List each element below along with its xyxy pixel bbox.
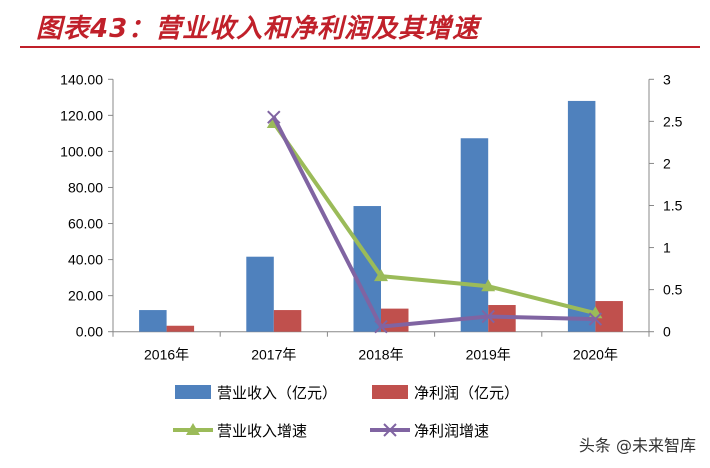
bar-revenue — [246, 256, 274, 332]
legend-triangle-icon — [186, 423, 200, 435]
left-tick-label: 20.00 — [68, 288, 103, 304]
left-tick-label: 0.00 — [76, 324, 103, 340]
x-tick-label: 2018年 — [358, 347, 403, 363]
legend-x-icon — [383, 423, 397, 437]
x-tick-label: 2017年 — [251, 347, 296, 363]
x-tick-label: 2020年 — [573, 347, 618, 363]
x-tick-label: 2016年 — [144, 347, 189, 363]
x-marker — [374, 319, 388, 334]
left-tick-label: 60.00 — [68, 216, 103, 232]
x-marker — [267, 110, 281, 124]
triangle-marker — [374, 269, 388, 282]
right-tick-label: 2.5 — [663, 113, 683, 129]
legend-label: 营业收入（亿元） — [217, 384, 337, 402]
left-tick-label: 120.00 — [60, 107, 103, 123]
left-tick-label: 140.00 — [60, 71, 103, 87]
title-divider — [20, 46, 700, 48]
legend-label: 营业收入增速 — [217, 422, 307, 440]
bar-revenue — [567, 100, 596, 332]
triangle-marker — [481, 279, 496, 292]
right-tick-label: 1.5 — [663, 198, 683, 214]
legend-swatch — [175, 385, 211, 399]
left-tick-label: 100.00 — [60, 143, 103, 159]
bar-revenue — [460, 138, 489, 332]
chart-title: 图表43：营业收入和净利润及其增速 — [36, 14, 480, 44]
line-x — [272, 116, 596, 329]
legend-label: 净利润（亿元） — [414, 384, 519, 402]
bar-net-profit — [166, 325, 195, 332]
watermark: 头条 @未来智库 — [578, 436, 696, 455]
legend-label: 净利润增速 — [414, 422, 489, 440]
right-tick-label: 1 — [663, 240, 671, 256]
right-tick-label: 2 — [663, 155, 671, 171]
x-tick-label: 2019年 — [466, 347, 511, 363]
right-tick-label: 3 — [663, 71, 671, 87]
left-tick-label: 80.00 — [68, 179, 103, 195]
right-tick-label: 0.5 — [663, 282, 683, 298]
legend-swatch — [372, 385, 408, 399]
bar-net-profit — [273, 310, 302, 332]
left-tick-label: 40.00 — [68, 252, 103, 268]
bar-revenue — [139, 310, 167, 332]
x-marker — [588, 312, 603, 326]
x-marker — [481, 309, 495, 324]
line-triangle — [272, 121, 596, 316]
right-tick-label: 0 — [663, 324, 671, 340]
